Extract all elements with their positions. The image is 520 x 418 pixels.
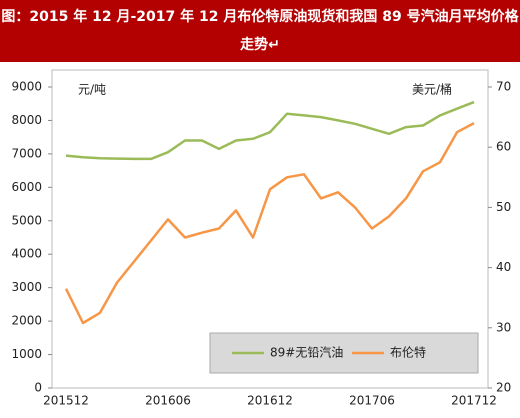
y-tick-label: 9000 [11, 80, 42, 94]
series-line [64, 121, 475, 325]
series-line [65, 100, 475, 161]
y-tick-label: 3000 [11, 280, 42, 294]
y2-unit: 美元/桶 [412, 82, 452, 97]
y-tick-label: 5000 [11, 213, 42, 227]
y-tick-label: 8000 [11, 113, 42, 127]
y-tick-label: 0 [34, 381, 42, 395]
x-tick-label: 201612 [247, 394, 293, 408]
y-tick-label: 2000 [11, 314, 42, 328]
y2-tick-label: 70 [496, 80, 511, 94]
y2-tick-label: 50 [496, 200, 511, 214]
y-tick-label: 4000 [11, 247, 42, 261]
y-tick-label: 1000 [11, 347, 42, 361]
legend-label: 布伦特 [390, 345, 426, 360]
x-tick-label: 201512 [43, 394, 89, 408]
x-tick-label: 201606 [145, 394, 191, 408]
y2-tick-label: 20 [496, 381, 511, 395]
y2-tick-label: 40 [496, 260, 511, 274]
legend-label: 89#无铅汽油 [270, 345, 343, 360]
x-tick-label: 201712 [451, 394, 497, 408]
y-tick-label: 7000 [11, 146, 42, 160]
y2-tick-label: 60 [496, 140, 511, 154]
legend-box [209, 332, 479, 374]
x-tick-label: 201706 [349, 394, 395, 408]
y2-tick-label: 30 [496, 320, 511, 334]
y-tick-label: 6000 [11, 180, 42, 194]
plot-frame [51, 69, 489, 389]
y-unit: 元/吨 [78, 83, 106, 97]
chart-title: 图：2015 年 12 月-2017 年 12 月布伦特原油现货和我国 89 号… [0, 0, 520, 62]
